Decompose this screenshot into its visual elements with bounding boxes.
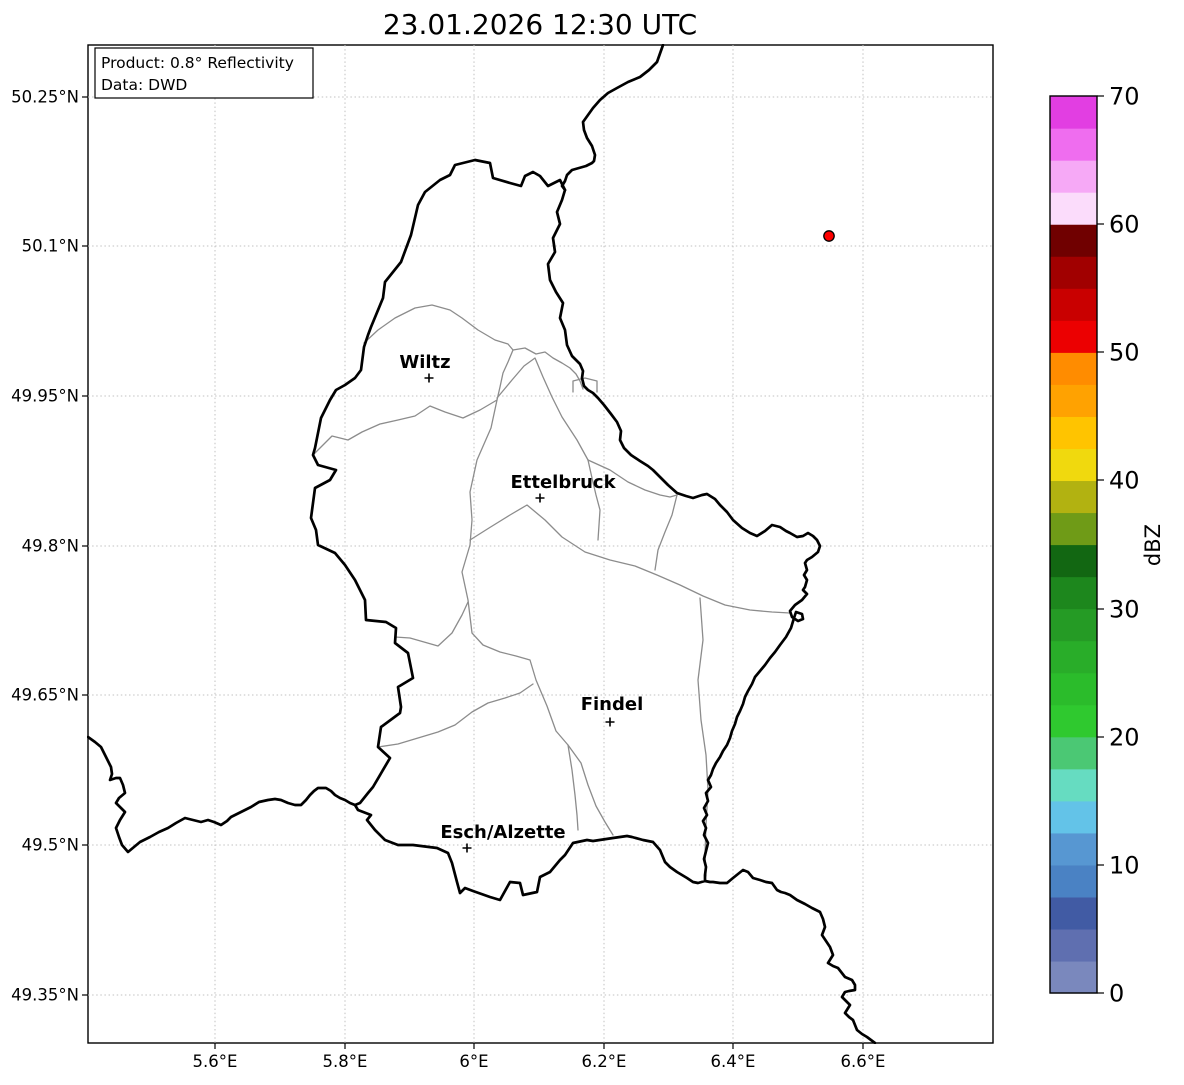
city-label: Wiltz	[399, 352, 450, 373]
colorbar-segment	[1050, 800, 1097, 834]
city-cross-marker	[424, 373, 434, 383]
x-axis-tick-label: 5.8°E	[323, 1052, 368, 1071]
france-belgium-border	[87, 735, 357, 854]
info-box-frame	[94, 47, 314, 99]
colorbar-tick-label: 40	[1109, 467, 1140, 495]
y-axis-tick-label: 50.1°N	[22, 237, 79, 256]
canton-border-clervaux	[512, 347, 584, 390]
city-annotation: Ettelbruck	[510, 472, 617, 503]
y-axis-tick-label: 49.5°N	[22, 836, 79, 855]
y-axis-tick-label: 49.8°N	[22, 537, 79, 556]
canton-border-redange	[394, 601, 469, 647]
info-box-data-line: Data: DWD	[101, 76, 187, 94]
colorbar-tick-label: 10	[1109, 852, 1140, 880]
colorbar-segments	[1050, 96, 1097, 994]
colorbar-segment	[1050, 224, 1097, 257]
canton-border-diekirch-west	[496, 357, 589, 461]
colorbar-ticks: 0 10 20 30 40 50 60 70	[1097, 83, 1140, 1008]
figure-title: 23.01.2026 12:30 UTC	[383, 8, 697, 41]
y-axis-tick-label: 49.35°N	[11, 986, 79, 1005]
belgium-germany-border	[560, 44, 665, 192]
city-annotation: Findel	[581, 694, 644, 727]
canton-border-ettelbruck-south	[587, 459, 601, 541]
colorbar-segment	[1050, 736, 1097, 770]
colorbar-segment	[1050, 672, 1097, 706]
colorbar-tick-label: 20	[1109, 724, 1140, 752]
luxembourg-border	[309, 158, 822, 902]
canton-borders-layer	[312, 304, 791, 877]
info-box-product-line: Product: 0.8° Reflectivity	[101, 54, 294, 72]
france-germany-border	[703, 868, 877, 1044]
colorbar-segment	[1050, 448, 1097, 482]
colorbar-segment	[1050, 384, 1097, 417]
canton-border-luxembourg-south	[567, 744, 579, 831]
grid-layer	[88, 45, 993, 1043]
canton-border-remich	[697, 597, 709, 877]
colorbar-segment	[1050, 128, 1097, 161]
y-axis-tick-label: 50.25°N	[11, 88, 79, 107]
canton-border-diekirch-east	[587, 459, 678, 498]
colorbar-segment	[1050, 416, 1097, 449]
city-label: Findel	[581, 694, 644, 715]
colorbar-segment	[1050, 832, 1097, 866]
city-annotation: Esch/Alzette	[440, 822, 566, 853]
city-label: Esch/Alzette	[440, 822, 565, 843]
city-label: Ettelbruck	[510, 472, 616, 493]
city-cross-marker	[605, 717, 615, 727]
colorbar-segment	[1050, 608, 1097, 642]
canton-border-mersch-grevenmacher	[469, 504, 791, 614]
info-box: Product: 0.8° Reflectivity Data: DWD	[94, 47, 314, 99]
city-cross-marker	[462, 843, 472, 853]
colorbar-unit-label: dBZ	[1141, 524, 1165, 566]
colorbar-segment	[1050, 640, 1097, 674]
colorbar-segment	[1050, 96, 1097, 129]
colorbar-segment	[1050, 160, 1097, 193]
map-plot-frame	[87, 44, 994, 1044]
y-axis-tick-label: 49.95°N	[11, 387, 79, 406]
colorbar-tick-label: 70	[1109, 83, 1140, 111]
colorbar-segment	[1050, 320, 1097, 353]
colorbar-tick-label: 60	[1109, 211, 1140, 239]
colorbar-segment	[1050, 544, 1097, 578]
colorbar-segment	[1050, 704, 1097, 738]
colorbar-segment	[1050, 480, 1097, 514]
colorbar-frame	[1049, 95, 1098, 994]
canton-border-echternach	[654, 494, 678, 571]
city-annotation: Wiltz	[399, 352, 451, 383]
colorbar-tick-label: 0	[1109, 980, 1124, 1008]
city-layer: Wiltz Ettelbruck Findel Esch/Alzette	[399, 352, 643, 853]
canton-border-capellen	[377, 683, 534, 748]
canton-border-central	[461, 399, 614, 836]
colorbar-segment	[1050, 576, 1097, 610]
colorbar-tick-label: 50	[1109, 339, 1140, 367]
x-axis-tick-label: 6°E	[459, 1052, 488, 1071]
x-axis-tick-label: 6.4°E	[711, 1052, 756, 1071]
colorbar-segment	[1050, 864, 1097, 898]
colorbar: 0 10 20 30 40 50 60 70 dBZ	[1049, 83, 1165, 1008]
canton-border-vianden-notch	[572, 377, 598, 393]
canton-border-wiltz	[312, 304, 514, 456]
colorbar-segment	[1050, 512, 1097, 546]
y-axis-tick-label: 49.65°N	[11, 686, 79, 705]
colorbar-segment	[1050, 192, 1097, 225]
colorbar-segment	[1050, 288, 1097, 321]
city-cross-marker	[535, 493, 545, 503]
x-axis-tick-label: 6.6°E	[841, 1052, 886, 1071]
colorbar-segment	[1050, 896, 1097, 930]
colorbar-segment	[1050, 928, 1097, 962]
axis-layer: 5.6°E 5.8°E 6°E 6.2°E 6.4°E 6.6°E 50.25°N 50.1°…	[11, 88, 885, 1072]
colorbar-segment	[1050, 768, 1097, 802]
radar-site-marker	[823, 230, 835, 242]
national-borders-layer	[87, 44, 877, 1044]
colorbar-tick-label: 30	[1109, 596, 1140, 624]
colorbar-segment	[1050, 256, 1097, 289]
colorbar-segment	[1050, 352, 1097, 385]
x-axis-tick-label: 6.2°E	[582, 1052, 627, 1071]
x-axis-tick-label: 5.6°E	[193, 1052, 238, 1071]
colorbar-segment	[1050, 960, 1097, 994]
